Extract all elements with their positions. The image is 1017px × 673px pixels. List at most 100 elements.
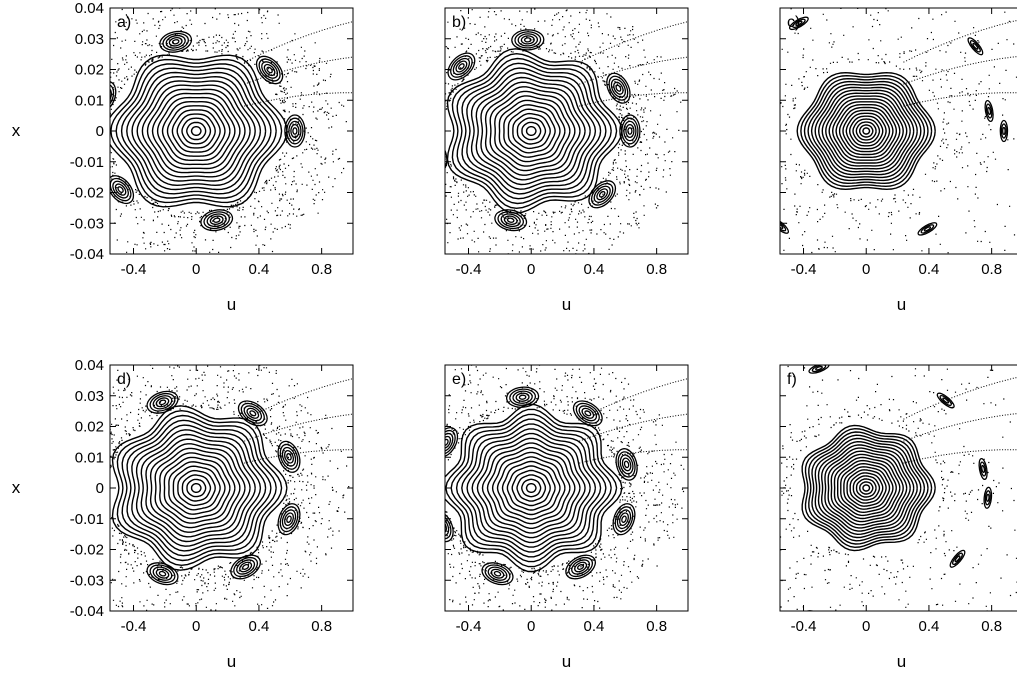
kam-ring [852, 475, 881, 501]
kam-ring [833, 456, 901, 520]
kam-ring [838, 106, 894, 156]
resonance-island [447, 52, 476, 81]
x-axis-label: u [562, 295, 571, 314]
x-tick-label: 0.4 [249, 261, 270, 278]
kam-ring [190, 483, 202, 493]
kam-ring [451, 52, 618, 210]
resonance-island [731, 520, 745, 542]
kam-ring [177, 469, 216, 507]
kam-ring [855, 121, 877, 141]
trajectory-arc [579, 413, 687, 442]
kam-ring [466, 428, 597, 548]
x-axis-label: u [227, 652, 236, 671]
poincare-section [110, 365, 352, 611]
kam-ring [521, 478, 542, 498]
kam-ring [512, 112, 551, 150]
resonance-island [110, 175, 135, 205]
resonance-island [494, 209, 528, 232]
y-tick-label: 0.01 [75, 449, 104, 466]
resonance-island [967, 37, 984, 56]
x-tick-label: -0.4 [791, 261, 817, 278]
x-tick-label: 0.4 [919, 618, 940, 635]
y-tick-label: 0.03 [75, 31, 104, 48]
chaotic-sea [780, 365, 1017, 611]
kam-ring [811, 434, 926, 542]
kam-ring [450, 413, 612, 563]
y-tick-label: 0.03 [75, 388, 104, 405]
y-tick-label: -0.04 [70, 246, 104, 263]
resonance-island [277, 503, 301, 536]
kam-ring [814, 86, 918, 176]
y-tick-label: -0.01 [70, 511, 104, 528]
kam-ring [494, 95, 571, 167]
kam-ring [461, 62, 607, 200]
kam-ring [166, 105, 226, 157]
kam-ring [821, 92, 911, 170]
kam-ring [848, 115, 884, 147]
trajectory-arc [244, 378, 352, 420]
kam-ring [849, 472, 884, 504]
kam-ring [475, 76, 591, 186]
kam-ring [172, 465, 221, 511]
y-tick-label: 0.01 [75, 92, 104, 109]
kam-ring [842, 109, 891, 153]
y-tick-label: -0.02 [70, 185, 104, 202]
x-tick-label: 0 [862, 261, 870, 278]
trajectory-arc [579, 56, 687, 85]
kam-ring [120, 67, 272, 195]
kam-ring [496, 456, 566, 520]
resonance-island [606, 72, 631, 104]
kam-ring [154, 447, 241, 529]
kam-ring [115, 63, 277, 199]
kam-ring [840, 462, 894, 514]
trajectory-arc [579, 378, 687, 420]
resonance-island [999, 119, 1009, 143]
resonance-island [284, 114, 306, 148]
y-tick-label: -0.02 [70, 542, 104, 559]
kam-ring [862, 484, 871, 492]
kam-ring [525, 126, 537, 136]
y-tick-label: -0.01 [70, 154, 104, 171]
panel-e: -0.4 0 0.4 0.8 u e) [444, 364, 689, 671]
panel-tag: d) [117, 371, 131, 388]
x-tick-label: 0.8 [311, 261, 332, 278]
kam-ring [817, 440, 918, 536]
kam-ring [843, 466, 891, 510]
kam-ring [161, 101, 231, 161]
kam-ring [817, 89, 915, 173]
x-axis-label: u [227, 295, 236, 314]
panel-tag: b) [452, 14, 466, 31]
kam-ring [859, 124, 874, 138]
x-tick-label: 0.4 [249, 618, 270, 635]
resonance-island [983, 486, 993, 509]
panel-d: -0.4 0 0.4 0.8 0.04 0.03 0.02 0.01 0 -0.01 -0.02 -0… [12, 357, 354, 671]
trajectory-arc [579, 21, 687, 63]
kam-ring [516, 117, 547, 145]
x-tick-label: -0.4 [456, 261, 482, 278]
kam-ring [480, 81, 586, 181]
kam-ring [471, 432, 591, 544]
kam-ring [807, 80, 926, 182]
kam-ring [446, 48, 623, 214]
resonance-island [788, 16, 809, 31]
kam-ring [801, 424, 936, 552]
kam-ring [131, 424, 267, 552]
y-tick-label: 0.02 [75, 419, 104, 436]
trajectory-arc [903, 56, 1017, 85]
kam-ring [145, 438, 251, 538]
trajectory-arc [903, 413, 1017, 442]
panel-tag: e) [452, 371, 466, 388]
x-tick-label: 0 [862, 618, 870, 635]
x-tick-label: 0.4 [584, 618, 605, 635]
trajectory-arc [579, 449, 687, 464]
trajectory-arc [244, 413, 352, 442]
y-axis-label: x [12, 121, 21, 140]
kam-ring [110, 54, 288, 208]
kam-ring [814, 437, 922, 539]
kam-ring [190, 126, 202, 136]
x-tick-label: 0.4 [584, 261, 605, 278]
kam-ring [525, 483, 537, 493]
panel-tag: a) [117, 14, 131, 31]
kam-ring [835, 104, 897, 158]
kam-ring [159, 452, 236, 524]
